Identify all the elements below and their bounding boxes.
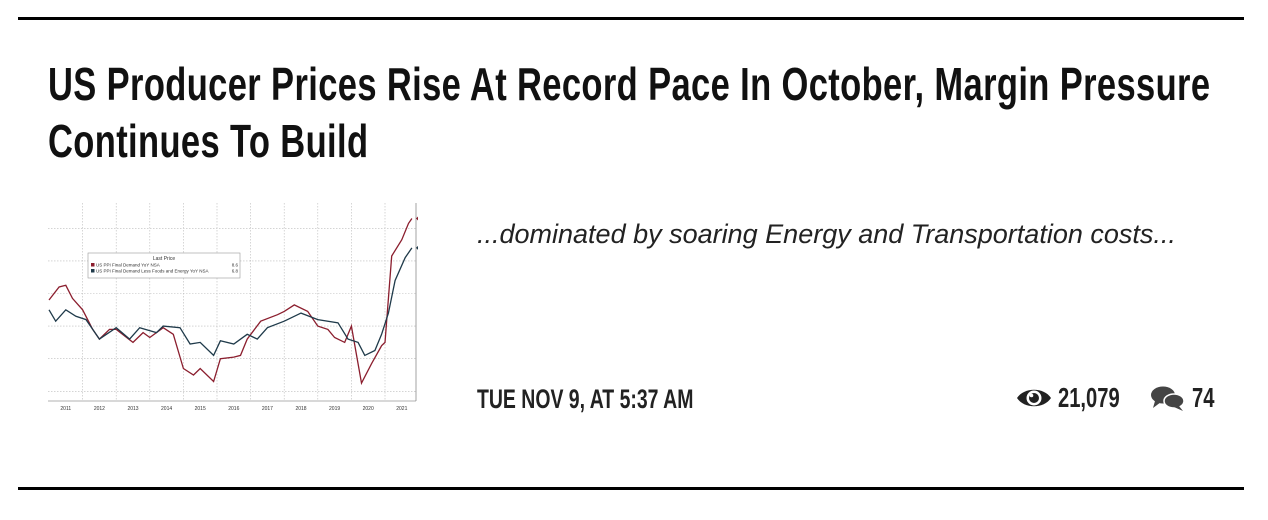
x-tick-label: 2014 [161, 406, 172, 412]
legend-swatch-ppi [91, 263, 95, 267]
top-divider [18, 17, 1244, 20]
article-title[interactable]: US Producer Prices Rise At Record Pace I… [48, 58, 1211, 167]
x-tick-label: 2018 [295, 406, 306, 412]
legend-label-core: US PPI Final Demand Less Foods and Energ… [96, 269, 208, 274]
legend-title: Last Price [153, 256, 175, 262]
comments-number: 74 [1192, 382, 1215, 413]
chart-legend: Last Price US PPI Final Demand YoY NSA 8… [87, 252, 241, 279]
x-tick-label: 2011 [60, 406, 71, 412]
bottom-divider [18, 487, 1244, 490]
x-tick-label: 2012 [94, 406, 105, 412]
x-tick-label: 2017 [262, 406, 273, 412]
legend-box [87, 252, 241, 279]
series-line-1 [48, 247, 413, 357]
article-thumbnail[interactable]: 2011 2012 2013 2014 2015 2016 2017 2018 2019 2020… [48, 203, 420, 412]
eye-icon [1017, 389, 1051, 407]
article-date: TUE NOV 9, AT 5:37 AM [477, 384, 694, 414]
legend-swatch-core [91, 269, 95, 273]
x-tick-label: 2021 [396, 406, 407, 412]
legend-label-ppi: US PPI Final Demand YoY NSA [96, 263, 160, 268]
x-tick-label: 2013 [127, 406, 138, 412]
views-count: 21,079 [1016, 382, 1144, 414]
x-tick-label: 2020 [363, 406, 374, 412]
comments-count[interactable]: 74 [1150, 382, 1223, 414]
article-excerpt: ...dominated by soaring Energy and Trans… [477, 219, 1176, 249]
x-tick-label: 2016 [228, 406, 239, 412]
legend-value-core: 6.8 [232, 269, 239, 274]
ppi-chart: 2011 2012 2013 2014 2015 2016 2017 2018 2019 2020… [48, 203, 420, 412]
x-tick-label: 2015 [195, 406, 206, 412]
legend-value-ppi: 8.6 [232, 263, 239, 268]
comments-icon [1151, 386, 1185, 411]
series-line-0 [48, 218, 413, 386]
x-tick-label: 2019 [329, 406, 340, 412]
views-number: 21,079 [1058, 382, 1120, 413]
